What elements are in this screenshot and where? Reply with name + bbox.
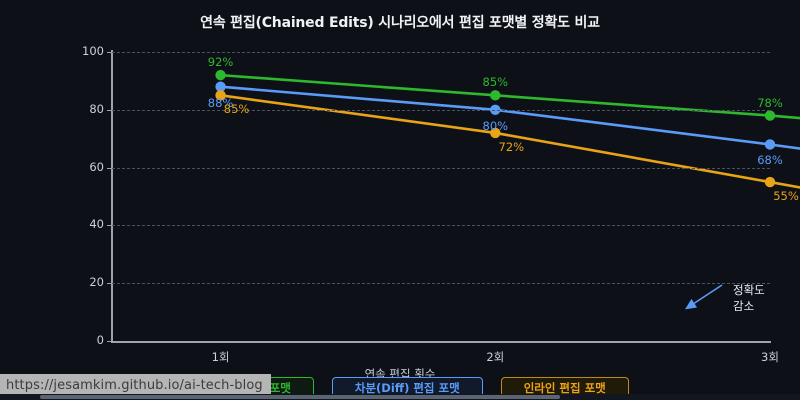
gridline — [112, 109, 770, 111]
y-tick-label: 100 — [82, 44, 104, 58]
data-point-label: 80% — [482, 118, 509, 133]
data-point-label: 68% — [757, 153, 783, 168]
horizontal-scrollbar[interactable] — [0, 394, 800, 400]
y-tick-mark — [107, 109, 112, 111]
series-marker — [490, 127, 501, 139]
annotation-accuracy-decrease-line1: 정확도 — [733, 283, 765, 297]
gridline — [112, 283, 770, 285]
series-marker — [215, 69, 226, 81]
x-axis-line — [111, 341, 771, 343]
horizontal-scrollbar-thumb[interactable] — [40, 395, 560, 399]
data-point-label: 85% — [482, 75, 509, 90]
x-tick-label: 2회 — [486, 350, 505, 364]
legend-item-diff-format[interactable]: 차분(Diff) 편집 포맷 — [331, 377, 483, 399]
x-tick-label: 1회 — [211, 350, 230, 364]
series-marker — [215, 81, 226, 92]
y-tick-label: 40 — [89, 217, 104, 232]
data-point-label: 92% — [207, 55, 234, 70]
accuracy-decrease-arrow-icon — [684, 284, 723, 310]
plot-area — [112, 52, 800, 341]
gridline — [112, 225, 770, 227]
y-tick-label: 60 — [89, 159, 104, 174]
chart-title: 연속 편집(Chained Edits) 시나리오에서 편집 포맷별 정확도 비… — [200, 15, 600, 31]
data-point-label: 55% — [773, 189, 799, 204]
y-tick-label: 0 — [96, 333, 104, 347]
series-marker — [764, 139, 776, 150]
series-lines — [215, 69, 800, 189]
annotation-accuracy-decrease-line2: 감소 — [733, 299, 755, 313]
x-tick-label: 3회 — [761, 350, 779, 364]
series-line — [219, 94, 800, 189]
series-marker — [764, 110, 776, 121]
chart-legend: 전체 파일 편집 포맷 차분(Diff) 편집 포맷 인라인 편집 포맷 — [0, 377, 800, 399]
y-axis-line — [111, 50, 113, 343]
y-tick-label: 20 — [89, 275, 104, 290]
gridline — [112, 52, 770, 53]
data-point-label: 85% — [223, 102, 250, 117]
series-marker — [490, 90, 501, 101]
gridline — [112, 167, 770, 169]
y-tick-label: 80 — [89, 101, 104, 116]
y-tick-mark — [107, 167, 112, 169]
y-tick-mark — [107, 283, 112, 285]
series-marker — [215, 90, 226, 101]
data-point-label: 78% — [757, 95, 783, 110]
y-tick-mark — [107, 225, 112, 227]
y-tick-mark — [107, 52, 112, 53]
y-tick-mark — [107, 341, 112, 342]
data-point-label: 88% — [207, 95, 234, 110]
data-point-label: 72% — [498, 139, 525, 154]
series-marker — [764, 176, 776, 188]
